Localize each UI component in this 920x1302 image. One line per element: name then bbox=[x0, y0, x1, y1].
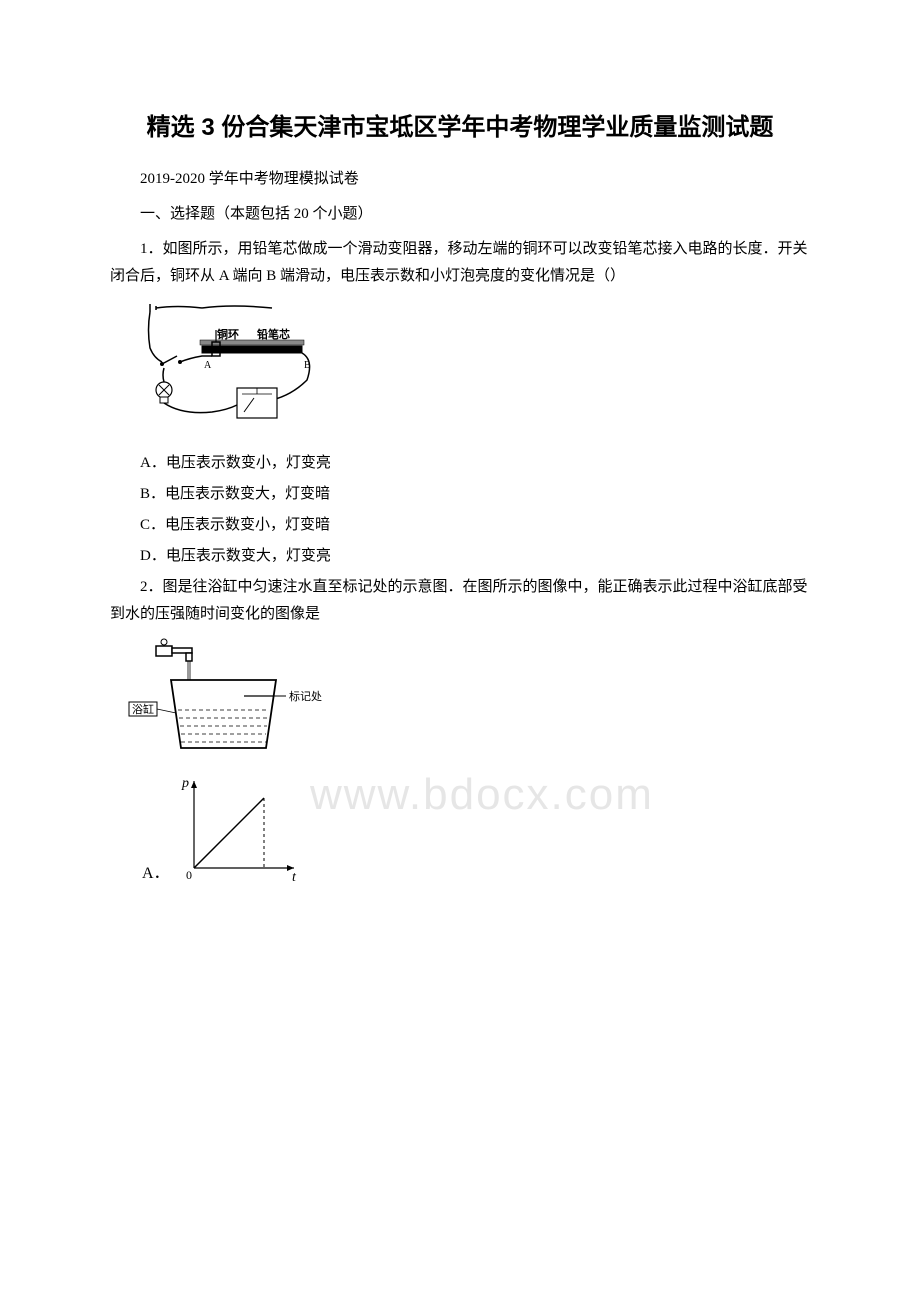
question-1-stem: 1．如图所示，用铅笔芯做成一个滑动变阻器，移动左端的铜环可以改变铅笔芯接入电路的… bbox=[110, 236, 810, 290]
label-A: A bbox=[204, 360, 212, 371]
q2-option-a-label: A． bbox=[142, 859, 170, 883]
subtitle: 2019-2020 学年中考物理模拟试卷 bbox=[110, 166, 810, 193]
axis-x-label: t bbox=[292, 870, 297, 883]
q1-option-d: D．电压表示数变大，灯变亮 bbox=[140, 543, 810, 570]
origin-label: 0 bbox=[186, 868, 192, 882]
q1-option-c: C．电压表示数变小，灯变暗 bbox=[140, 512, 810, 539]
question-2-figure-bathtub: 浴缸 标记处 bbox=[126, 638, 810, 763]
axis-y-label: p bbox=[181, 776, 189, 791]
q1-option-b: B．电压表示数变大，灯变暗 bbox=[140, 481, 810, 508]
page-title: 精选 3 份合集天津市宝坻区学年中考物理学业质量监测试题 bbox=[110, 110, 810, 146]
question-2-option-a-wrap: A． p t 0 bbox=[142, 773, 810, 883]
section-heading: 一、选择题（本题包括 20 个小题） bbox=[110, 201, 810, 228]
label-bathtub: 浴缸 bbox=[132, 702, 154, 716]
label-mark: 标记处 bbox=[289, 689, 322, 703]
question-1-figure: A B 铜环 铅笔芯 bbox=[142, 300, 810, 435]
question-2-stem: 2．图是往浴缸中匀速注水直至标记处的示意图．在图所示的图像中，能正确表示此过程中… bbox=[110, 574, 810, 628]
label-copper: 铜环 bbox=[216, 327, 239, 341]
label-lead: 铅笔芯 bbox=[257, 327, 290, 341]
q1-option-a: A．电压表示数变小，灯变亮 bbox=[140, 450, 810, 477]
